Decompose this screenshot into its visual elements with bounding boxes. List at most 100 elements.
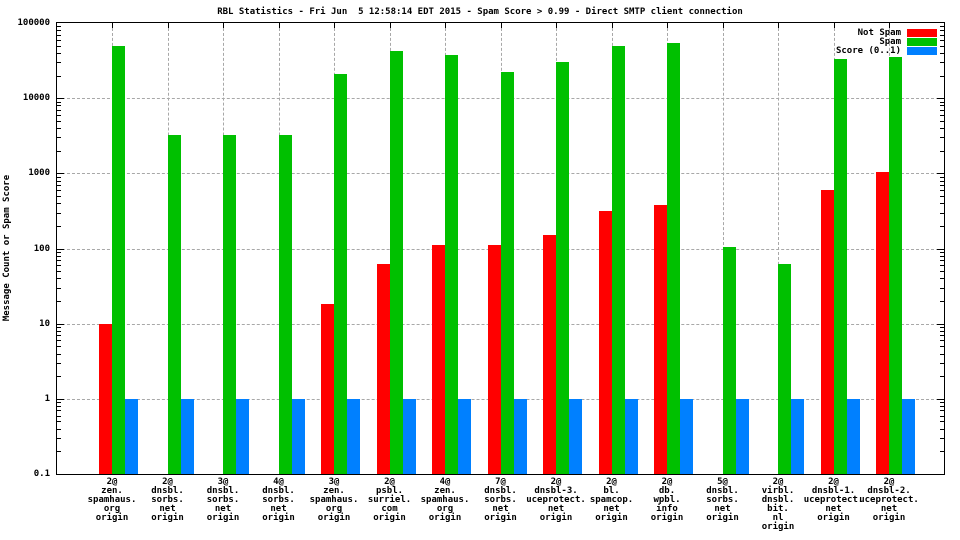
- y-minor-tick: [57, 128, 61, 130]
- y-minor-tick: [57, 335, 61, 337]
- x-tick-label: 2@ bl. spamcop. net origin: [589, 477, 634, 523]
- legend-label: Spam: [879, 36, 901, 47]
- y-minor-tick: [940, 410, 944, 412]
- y-minor-tick: [57, 402, 61, 404]
- y-minor-tick: [940, 45, 944, 47]
- bar-not-spam: [376, 264, 390, 474]
- y-minor-tick: [940, 190, 944, 191]
- y-minor-tick: [940, 287, 944, 289]
- x-tick-label: 2@ dnsbl-3. uceprotect. net origin: [526, 477, 586, 523]
- bar-score: [846, 398, 860, 474]
- y-minor-tick: [57, 438, 61, 440]
- x-tick-label: 2@ db. wpbl. info origin: [650, 477, 684, 523]
- x-top-tick: [889, 23, 890, 28]
- x-top-tick: [667, 23, 668, 28]
- bar-not-spam: [432, 245, 445, 474]
- y-minor-tick: [940, 109, 944, 111]
- x-tick-label: 5@ dnsbl. sorbs. net origin: [706, 477, 739, 523]
- y-minor-tick: [57, 30, 61, 32]
- y-tick-label: 1000: [28, 168, 50, 179]
- y-minor-tick: [57, 330, 61, 332]
- x-tick-label: 2@ dnsbl. sorbs. net origin: [151, 477, 184, 523]
- y-minor-tick: [940, 203, 944, 205]
- bar-spam: [445, 55, 458, 474]
- y-minor-tick: [940, 114, 944, 116]
- bar-spam: [278, 135, 292, 474]
- y-minor-tick: [940, 330, 944, 332]
- y-minor-tick: [57, 26, 61, 28]
- y-minor-tick: [940, 30, 944, 32]
- bar-spam: [389, 51, 403, 474]
- bar-score: [180, 398, 194, 474]
- y-minor-tick: [57, 376, 61, 378]
- y-major-tick: [57, 248, 64, 250]
- y-tick-label: 100: [33, 243, 50, 254]
- y-minor-tick: [57, 346, 61, 348]
- y-minor-tick: [57, 415, 61, 417]
- y-minor-tick: [57, 52, 61, 54]
- bar-spam: [167, 135, 181, 474]
- y-minor-tick: [57, 180, 61, 182]
- y-tick-label: 1: [44, 393, 50, 404]
- y-minor-tick: [940, 75, 944, 77]
- x-tick-label: 2@ dnsbl-1. uceprotect. net origin: [803, 477, 864, 523]
- legend-row: Not Spam: [836, 28, 937, 38]
- y-minor-tick: [57, 62, 61, 64]
- y-major-tick: [57, 98, 64, 100]
- y-minor-tick: [57, 195, 61, 197]
- bar-spam: [722, 246, 736, 474]
- y-minor-tick: [57, 421, 61, 423]
- y-minor-tick: [57, 75, 61, 77]
- y-minor-tick: [940, 101, 944, 103]
- y-minor-tick: [57, 101, 61, 103]
- y-minor-tick: [57, 362, 61, 364]
- y-minor-tick: [57, 451, 61, 453]
- y-minor-tick: [940, 301, 944, 303]
- y-minor-tick: [940, 120, 944, 122]
- y-minor-tick: [57, 45, 61, 47]
- y-major-tick: [937, 323, 944, 325]
- x-tick-label: 2@ virbl. dnsbl. bit. nl origin: [761, 477, 795, 532]
- y-minor-tick: [940, 105, 944, 107]
- y-minor-tick: [940, 251, 944, 253]
- y-minor-tick: [940, 353, 944, 355]
- bar-score: [125, 398, 138, 474]
- y-minor-tick: [940, 402, 944, 404]
- y-minor-tick: [57, 34, 61, 36]
- bar-spam: [500, 72, 514, 474]
- y-minor-tick: [940, 52, 944, 54]
- y-minor-tick: [940, 335, 944, 337]
- legend-swatch: [907, 28, 937, 37]
- y-minor-tick: [57, 271, 61, 273]
- x-top-tick: [278, 23, 280, 28]
- x-top-tick: [223, 23, 224, 28]
- x-tick-label: 2@ zen. spamhaus. org origin: [87, 477, 137, 523]
- y-minor-tick: [57, 255, 61, 257]
- y-major-tick: [57, 398, 64, 400]
- bar-score: [347, 398, 360, 474]
- y-minor-tick: [57, 150, 61, 152]
- legend-label: Score (0..1): [835, 45, 901, 56]
- y-major-tick: [57, 173, 64, 175]
- bar-not-spam: [654, 204, 667, 474]
- y-minor-tick: [940, 26, 944, 28]
- y-major-tick: [937, 398, 944, 400]
- y-minor-tick: [57, 260, 61, 262]
- y-minor-tick: [57, 301, 61, 303]
- y-minor-tick: [940, 362, 944, 364]
- bar-score: [402, 398, 416, 474]
- bar-spam: [556, 62, 569, 474]
- bar-spam: [833, 59, 847, 474]
- y-minor-tick: [940, 180, 944, 182]
- chart-title: RBL Statistics - Fri Jun 5 12:58:14 EDT …: [217, 7, 743, 17]
- y-minor-tick: [57, 340, 61, 342]
- bar-not-spam: [876, 171, 889, 474]
- x-tick-label: 3@ zen. spamhaus. org origin: [309, 477, 359, 523]
- y-minor-tick: [940, 265, 944, 267]
- y-minor-tick: [940, 376, 944, 378]
- bar-score: [458, 398, 471, 474]
- bar-spam: [889, 57, 902, 474]
- bar-not-spam: [99, 323, 112, 474]
- x-top-tick: [167, 23, 169, 28]
- y-minor-tick: [57, 225, 61, 227]
